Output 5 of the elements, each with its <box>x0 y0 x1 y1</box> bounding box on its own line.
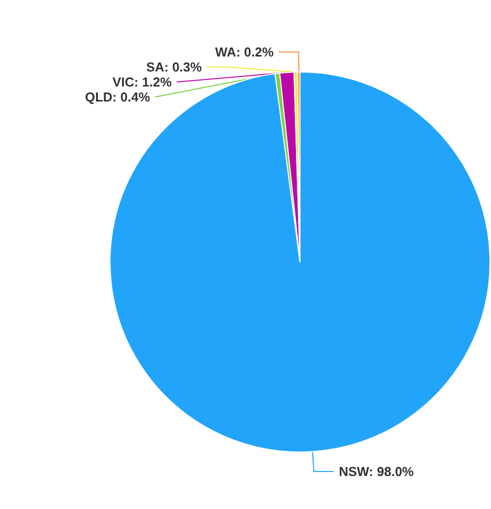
slice-label: NSW: 98.0% <box>338 464 414 480</box>
slice-label: WA: 0.2% <box>215 44 274 60</box>
slice-label: VIC: 1.2% <box>112 74 172 90</box>
slice-label: SA: 0.3% <box>146 60 202 75</box>
slice-label: QLD: 0.4% <box>84 90 150 105</box>
